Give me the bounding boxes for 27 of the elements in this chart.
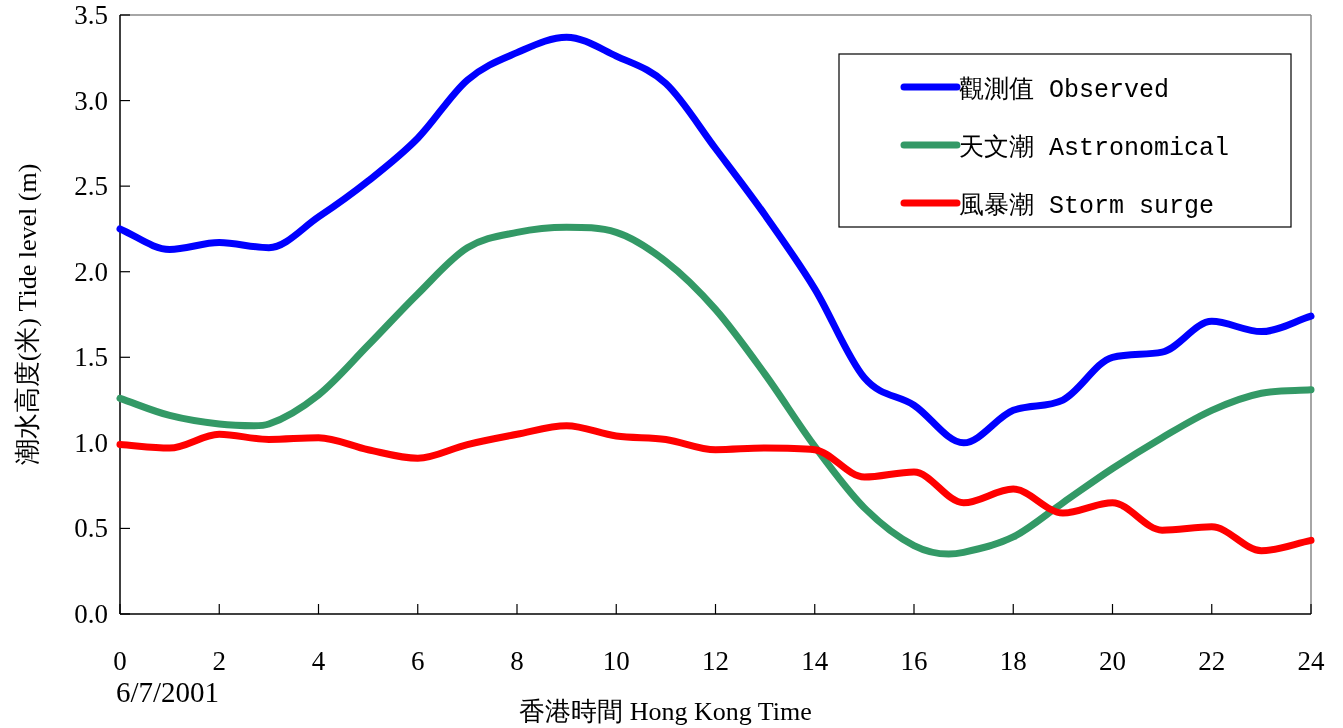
- x-axis-title: 香港時間 Hong Kong Time: [519, 697, 812, 726]
- y-axis-title: 潮水高度(米) Tide level (m): [13, 163, 42, 466]
- y-tick-label: 3.0: [74, 85, 108, 116]
- legend-label: 觀測值 Observed: [959, 76, 1170, 105]
- x-tick-label: 6: [411, 646, 425, 676]
- x-tick-label: 0: [113, 646, 127, 676]
- x-tick-label: 14: [801, 646, 829, 676]
- y-tick-label: 2.0: [74, 256, 108, 287]
- x-tick-label: 10: [602, 646, 630, 676]
- y-tick-label: 1.0: [74, 427, 108, 458]
- legend-label: 天文潮 Astronomical: [959, 134, 1230, 163]
- y-tick-label: 1.5: [74, 342, 108, 373]
- y-tick-label: 0.5: [74, 513, 108, 544]
- x-tick-label: 12: [702, 646, 729, 676]
- y-tick-label: 0.0: [74, 599, 108, 629]
- x-tick-label: 18: [999, 646, 1027, 676]
- y-tick-label: 3.5: [74, 0, 108, 30]
- legend-label: 風暴潮 Storm surge: [959, 192, 1215, 221]
- x-tick-label: 8: [510, 646, 524, 676]
- x-tick-label: 16: [900, 646, 928, 676]
- x-tick-label: 20: [1099, 646, 1126, 676]
- x-tick-label: 24: [1297, 646, 1325, 676]
- y-tick-label: 2.5: [74, 171, 108, 202]
- x-tick-label: 4: [311, 646, 326, 676]
- x-tick-label: 22: [1198, 646, 1226, 676]
- x-tick-label: 2: [212, 646, 226, 676]
- text: 6/7/2001: [116, 676, 220, 708]
